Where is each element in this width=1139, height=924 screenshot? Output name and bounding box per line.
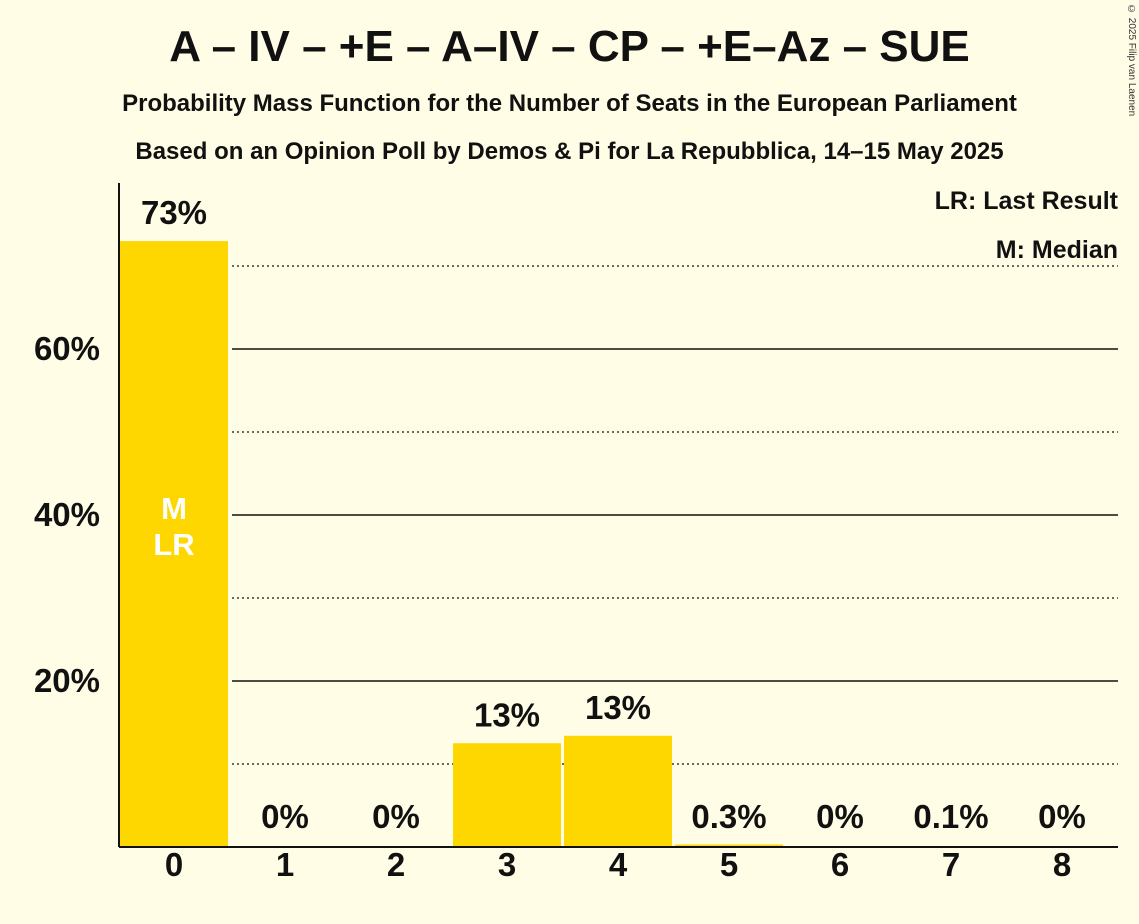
data-label-0: 73% <box>141 194 207 231</box>
bar-0 <box>120 241 228 848</box>
data-label-7: 0.1% <box>913 798 988 835</box>
gridlines <box>232 265 1118 765</box>
y-tick-label: 20% <box>34 662 100 699</box>
x-tick-label: 8 <box>1053 846 1071 883</box>
bar-5 <box>675 844 783 847</box>
x-tick-label: 0 <box>165 846 183 883</box>
x-tick-label: 7 <box>942 846 960 883</box>
x-tick-label: 6 <box>831 846 849 883</box>
y-tick-label: 60% <box>34 330 100 367</box>
data-label-2: 0% <box>372 798 420 835</box>
bar-3 <box>453 743 561 847</box>
x-tick-label: 5 <box>720 846 738 883</box>
x-tick-label: 2 <box>387 846 405 883</box>
x-tick-label: 3 <box>498 846 516 883</box>
data-label-6: 0% <box>816 798 864 835</box>
y-tick-label: 40% <box>34 496 100 533</box>
bar-annotation-m: M <box>161 491 187 526</box>
chart-source-line: Based on an Opinion Poll by Demos & Pi f… <box>135 138 1004 165</box>
bars <box>120 241 1005 848</box>
data-label-8: 0% <box>1038 798 1086 835</box>
axes: 20% 40% 60% 0 1 2 3 4 5 6 7 8 <box>34 183 1118 883</box>
chart-title: A – IV – +E – A–IV – CP – +E–Az – SUE <box>169 22 970 71</box>
chart-subtitle: Probability Mass Function for the Number… <box>122 90 1017 117</box>
bar-annotation-lr: LR <box>153 527 194 562</box>
data-label-3: 13% <box>474 696 540 733</box>
legend-last-result: LR: Last Result <box>935 187 1119 215</box>
data-label-1: 0% <box>261 798 309 835</box>
copyright-notice: © 2025 Filip van Laenen <box>1126 4 1137 117</box>
x-tick-label: 4 <box>609 846 628 883</box>
data-label-4: 13% <box>585 689 651 726</box>
x-tick-label: 1 <box>276 846 294 883</box>
data-label-5: 0.3% <box>691 798 766 835</box>
bar-4 <box>564 735 672 847</box>
legend-median: M: Median <box>996 236 1118 264</box>
data-labels: 73% 0% 0% 13% 13% 0.3% 0% 0.1% 0% MLR <box>141 194 1086 835</box>
